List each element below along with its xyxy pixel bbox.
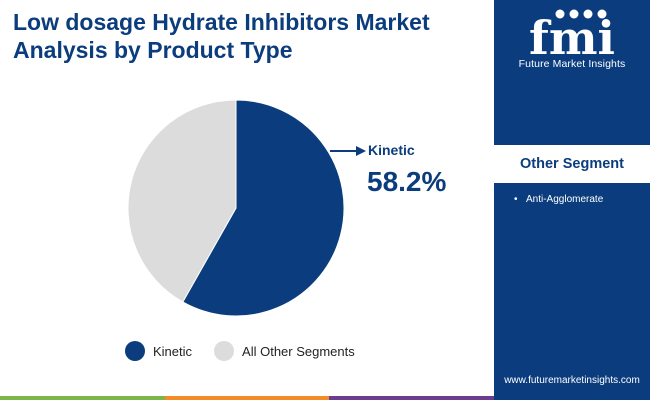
legend-label-other: All Other Segments [242, 343, 355, 359]
other-segment-header: Other Segment [494, 145, 650, 183]
brand-name: Future Market Insights [518, 58, 626, 70]
legend-label-kinetic: Kinetic [153, 343, 193, 359]
callout-label: Kinetic [368, 142, 415, 158]
chart-title: Low dosage Hydrate Inhibitors Market Ana… [13, 9, 430, 63]
fmi-logo[interactable]: fmi Future Market Insights [494, 0, 650, 76]
list-item-label: Anti-Agglomerate [526, 194, 604, 205]
sidebar-panel: fmi Future Market Insights Other Segment… [494, 0, 650, 400]
pie-chart [127, 99, 366, 317]
bottom-bar-segment [329, 396, 495, 400]
fmi-logo-icon: fmi [529, 9, 615, 57]
website-link[interactable]: www.futuremarketinsights.com [504, 375, 640, 386]
logo-letters: fmi [529, 11, 615, 57]
pie-slice-kinetic [182, 99, 345, 317]
bottom-color-bar [0, 396, 495, 400]
pie-slices [127, 99, 345, 317]
callout-arrow-head [356, 146, 366, 156]
list-item: • Anti-Agglomerate [514, 193, 603, 207]
legend-swatch-other [214, 341, 235, 361]
callout-value: 58.2% [367, 166, 447, 197]
chart-legend: Kinetic All Other Segments [125, 341, 377, 361]
bullet-icon: • [514, 194, 518, 205]
bottom-bar-segment [164, 396, 330, 400]
legend-item-other: All Other Segments [214, 341, 355, 361]
other-segment-list: • Anti-Agglomerate [514, 193, 603, 207]
legend-item-kinetic: Kinetic [125, 341, 192, 361]
legend-swatch-kinetic [125, 341, 145, 361]
pie-slice-all-other-segments [127, 99, 237, 303]
bottom-bar-segment [0, 396, 165, 400]
